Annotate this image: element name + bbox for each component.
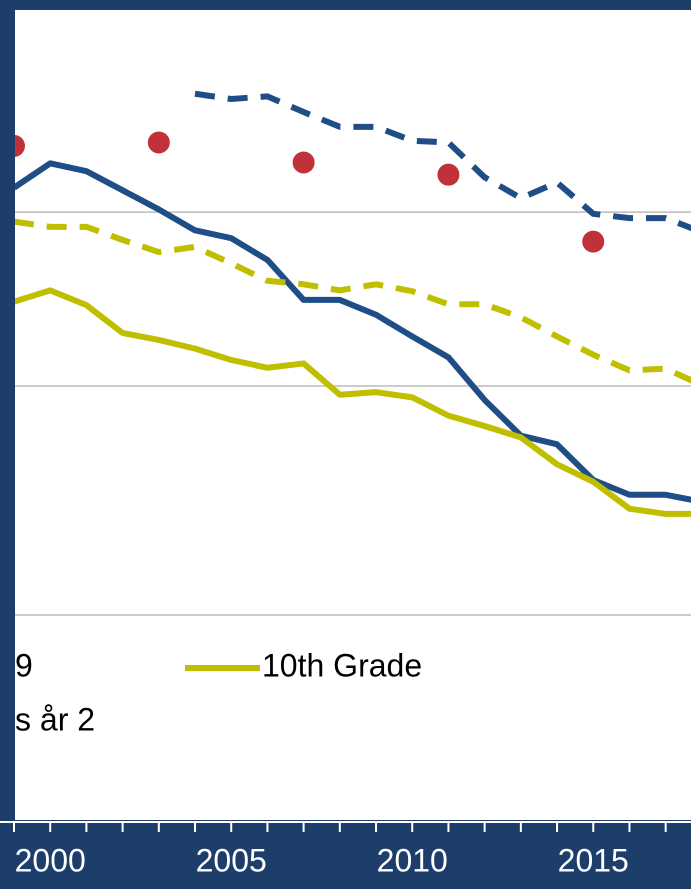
series-line: [194, 90, 691, 232]
marker: [15, 135, 25, 157]
marker: [292, 151, 315, 174]
x-tick-label: 2005: [196, 842, 267, 878]
legend-label: 9: [15, 647, 33, 683]
series-line: [15, 160, 691, 503]
legend-label: 10th Grade: [262, 647, 422, 683]
frame-border: [0, 0, 15, 889]
marker: [147, 131, 170, 154]
legend-label: s år 2: [15, 701, 95, 737]
series-line: [15, 287, 691, 517]
plot-area: [15, 10, 691, 820]
x-tick-label: 2010: [377, 842, 448, 878]
plot-marks: [15, 90, 691, 517]
x-tick-label: 2015: [558, 842, 629, 878]
marker: [582, 230, 605, 253]
series-line: [15, 218, 691, 384]
frame-bottom: [0, 820, 691, 889]
x-tick-label: 2000: [15, 842, 86, 878]
marker: [437, 163, 460, 186]
